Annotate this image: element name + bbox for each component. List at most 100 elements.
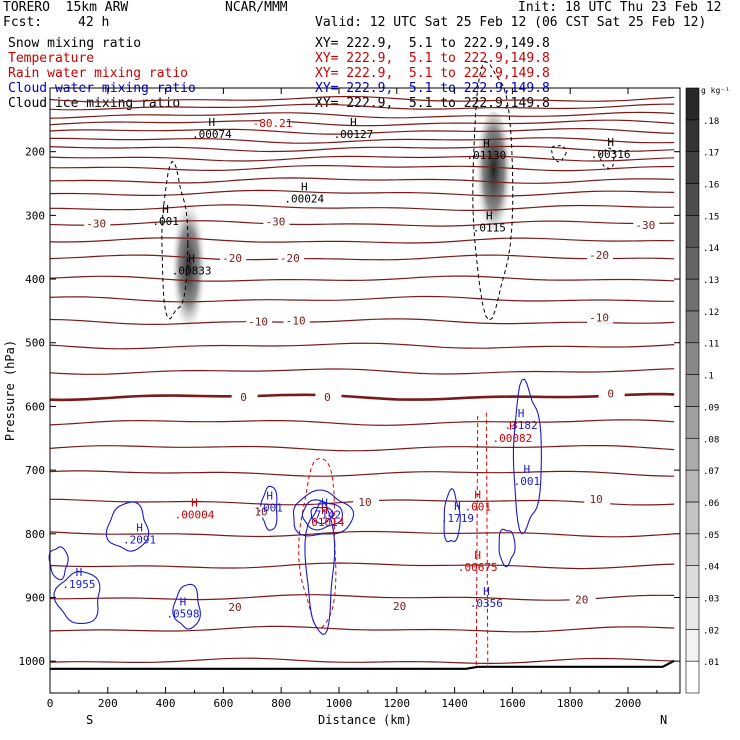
isotherm-label-bg (598, 388, 625, 400)
colorbar-tick-label: .12 (703, 308, 719, 318)
forecast-hour: 42 h (78, 15, 110, 30)
isotherm-line (49, 155, 675, 162)
max-value: .01014 (305, 516, 345, 529)
cloud-water-contour (498, 528, 516, 568)
field-xy-rain: XY= 222.9, 5.1 to 222.9,149.8 (315, 66, 550, 81)
isotherm-label-bg (587, 249, 614, 261)
cloud-water-contour (443, 488, 461, 543)
colorbar-tick-label: .18 (703, 117, 719, 127)
colorbar-bin (685, 437, 700, 471)
x-axis-title: Distance (km) (318, 713, 412, 727)
isotherm-line (49, 342, 675, 350)
isotherm-line (49, 103, 675, 111)
y-tick-label: 300 (25, 209, 45, 222)
x-tick-label: 800 (271, 697, 291, 710)
colorbar-bin (685, 660, 700, 694)
max-value: .00004 (175, 509, 215, 522)
x-tick-label: 1400 (441, 697, 468, 710)
colorbar-tick-label: .02 (703, 626, 719, 636)
x-tick-label: 600 (213, 697, 233, 710)
colorbar-tick-label: .05 (703, 531, 719, 541)
cloud-water-contour (172, 583, 201, 630)
max-value: .0598 (166, 607, 199, 620)
isotherm-label-bg (633, 219, 660, 231)
max-marker: H (321, 497, 328, 510)
y-tick-label: 200 (25, 146, 45, 159)
field-xy-cloud-ice: XY= 222.9, 5.1 to 222.9,149.8 (315, 96, 550, 111)
max-marker: H (76, 566, 83, 579)
cloud-water-contour (512, 378, 542, 535)
isotherm-line (49, 119, 675, 127)
isotherm-label-bg (260, 118, 287, 130)
max-value: .001 (464, 500, 491, 513)
colorbar-bin (685, 87, 700, 121)
colorbar-tick-label: .16 (703, 181, 719, 191)
colorbar-tick-label: .13 (703, 276, 719, 286)
isotherm-line (49, 445, 675, 452)
max-value: .001 (152, 215, 179, 228)
isotherm-line (49, 189, 675, 197)
colorbar-tick-label: .09 (703, 403, 719, 413)
colorbar-bin (685, 278, 700, 312)
y-tick-label: 400 (25, 273, 45, 286)
isotherm-label: 0 (240, 391, 247, 404)
south-label: S (86, 713, 93, 727)
max-marker: H (136, 521, 143, 534)
x-tick-label: 1000 (326, 697, 353, 710)
cloud-water-contour (304, 500, 336, 635)
max-marker: H (524, 463, 531, 476)
init-time: Init: 18 UTC Thu 23 Feb 12 (518, 0, 722, 15)
colorbar-bin (685, 246, 700, 280)
max-value: .00024 (284, 193, 324, 206)
isotherm-line (49, 419, 675, 426)
isotherm-line (49, 625, 675, 633)
max-value: .1955 (62, 578, 95, 591)
max-marker: H (162, 203, 169, 216)
isotherm-label: -10 (248, 316, 268, 329)
max-marker: H (191, 497, 198, 510)
isotherm-label: 20 (575, 593, 588, 606)
max-marker: H (321, 504, 328, 517)
max-value: .00833 (172, 265, 212, 278)
max-marker: H (509, 420, 516, 433)
max-value: .0356 (470, 597, 503, 610)
colorbar-tick-label: .03 (703, 594, 719, 604)
isotherm-label-bg (587, 312, 614, 324)
colorbar-tick-label: .01 (703, 658, 719, 668)
colorbar-bin (685, 342, 700, 375)
isotherm-label-bg (584, 493, 611, 505)
forecast-label: Fcst: (3, 15, 43, 30)
max-marker: H (518, 407, 525, 420)
field-xy-snow: XY= 222.9, 5.1 to 222.9,149.8 (315, 36, 550, 51)
north-label: N (660, 713, 667, 727)
isotherm-label: -30 (86, 218, 106, 231)
max-marker: H (209, 116, 216, 129)
model-name: TORERO 15km ARW (3, 0, 129, 15)
max-value: .001 (514, 475, 541, 488)
isotherm-line (49, 177, 675, 184)
max-value: .0115 (473, 221, 506, 234)
isotherm-label: -80.21 (253, 117, 293, 130)
snow-contour-small-1 (551, 144, 567, 163)
isotherm-label-bg (263, 216, 290, 228)
x-tick-label: 400 (156, 697, 176, 710)
max-value: .00082 (493, 432, 533, 445)
isotherm-line (49, 295, 675, 303)
max-value: .2091 (123, 533, 156, 546)
y-tick-label: 500 (25, 337, 45, 350)
isotherm-label-bg (248, 506, 275, 518)
cloud-water-contour (292, 489, 355, 537)
colorbar-bin (685, 597, 700, 630)
cloud-water-contour (301, 499, 343, 531)
max-value: .01130 (467, 149, 507, 162)
isotherm-line (49, 275, 675, 282)
x-tick-label: 1200 (384, 697, 411, 710)
isotherm-label-bg (387, 600, 414, 612)
isotherm-label: 20 (228, 601, 241, 614)
colorbar-tick-label: .07 (703, 467, 719, 477)
x-tick-label: 0 (47, 697, 54, 710)
y-tick-label: 700 (25, 464, 45, 477)
max-marker: H (301, 181, 308, 194)
isotherm-line (49, 470, 675, 477)
isotherm-line (49, 530, 675, 538)
